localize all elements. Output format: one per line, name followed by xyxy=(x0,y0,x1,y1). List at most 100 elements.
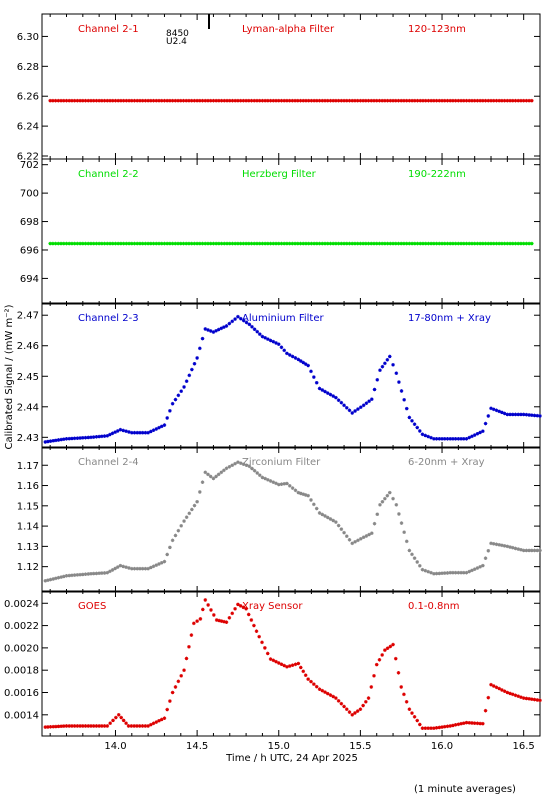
data-point xyxy=(331,241,335,246)
data-point xyxy=(178,241,183,246)
y-tick-label: 0.0020 xyxy=(4,643,39,654)
data-point xyxy=(383,98,387,103)
data-point xyxy=(420,726,425,730)
data-point xyxy=(404,406,409,411)
data-point xyxy=(426,241,431,246)
data-point xyxy=(532,548,537,553)
data-point xyxy=(494,542,499,547)
data-point xyxy=(404,539,409,544)
data-point xyxy=(527,98,531,103)
data-point xyxy=(203,598,208,602)
data-point xyxy=(192,241,197,246)
data-point xyxy=(51,724,56,729)
data-point xyxy=(154,241,159,246)
data-point xyxy=(157,98,161,103)
data-point xyxy=(62,724,66,728)
data-point xyxy=(423,433,428,438)
data-point xyxy=(393,98,398,103)
data-point xyxy=(140,566,145,571)
data-point xyxy=(366,98,371,103)
data-point xyxy=(83,435,88,440)
data-point xyxy=(135,98,140,103)
data-point xyxy=(456,241,461,246)
data-point xyxy=(505,241,510,246)
data-point xyxy=(350,241,355,246)
data-point xyxy=(187,511,192,516)
data-point xyxy=(475,241,480,246)
data-point xyxy=(347,408,352,413)
data-point xyxy=(448,98,452,103)
data-point xyxy=(378,368,382,372)
data-point xyxy=(369,98,374,103)
data-point xyxy=(165,98,169,103)
series-points xyxy=(48,98,534,103)
data-point xyxy=(135,724,139,728)
data-point xyxy=(290,241,295,246)
data-point xyxy=(252,241,257,246)
data-point xyxy=(62,437,66,442)
data-point xyxy=(59,724,63,729)
data-point xyxy=(162,716,167,720)
data-point xyxy=(198,490,202,494)
data-point xyxy=(219,98,224,103)
data-point xyxy=(500,410,504,415)
data-point xyxy=(184,656,189,661)
y-tick-label: 2.47 xyxy=(17,311,39,322)
data-point xyxy=(162,423,167,427)
data-point xyxy=(176,393,181,398)
data-point xyxy=(456,722,461,727)
data-point xyxy=(268,479,273,483)
data-point xyxy=(255,329,260,334)
data-point xyxy=(182,385,186,389)
data-point xyxy=(260,241,265,246)
data-point xyxy=(342,704,346,709)
data-point xyxy=(502,98,507,103)
data-point xyxy=(149,429,153,434)
data-point xyxy=(102,724,107,728)
data-point xyxy=(146,98,150,103)
data-point xyxy=(113,566,117,571)
data-point xyxy=(421,98,425,103)
data-point xyxy=(516,98,521,103)
data-point xyxy=(200,336,205,341)
data-point xyxy=(255,241,259,246)
data-point xyxy=(208,329,213,333)
data-point xyxy=(404,98,409,103)
data-point xyxy=(415,425,420,430)
data-point xyxy=(331,694,335,699)
data-point xyxy=(462,437,466,441)
data-point xyxy=(189,241,194,246)
data-point xyxy=(385,98,390,103)
channel-name: GOES xyxy=(78,601,106,612)
panel-frame xyxy=(41,446,541,593)
data-point xyxy=(374,98,379,103)
data-point xyxy=(402,692,406,697)
data-point xyxy=(143,98,148,103)
data-point xyxy=(203,98,208,103)
data-point xyxy=(298,359,303,363)
data-point xyxy=(467,569,472,574)
data-point xyxy=(48,724,53,729)
data-point xyxy=(486,548,491,553)
data-point xyxy=(350,411,355,415)
data-point xyxy=(524,412,529,417)
data-point xyxy=(497,409,501,414)
data-point xyxy=(61,98,66,103)
data-point xyxy=(162,559,167,564)
data-point xyxy=(212,613,216,617)
data-point xyxy=(418,429,422,433)
data-point xyxy=(276,661,281,665)
data-point xyxy=(67,436,72,441)
data-point xyxy=(347,98,352,103)
data-point xyxy=(64,437,69,441)
data-point xyxy=(143,241,148,246)
data-point xyxy=(502,411,507,416)
data-point xyxy=(81,98,85,103)
data-point xyxy=(440,98,444,103)
filter-name: Zirconium Filter xyxy=(242,457,321,468)
data-point xyxy=(491,684,496,688)
data-point xyxy=(527,241,531,246)
data-point xyxy=(100,241,104,246)
data-point xyxy=(252,468,257,473)
data-point xyxy=(192,503,197,508)
